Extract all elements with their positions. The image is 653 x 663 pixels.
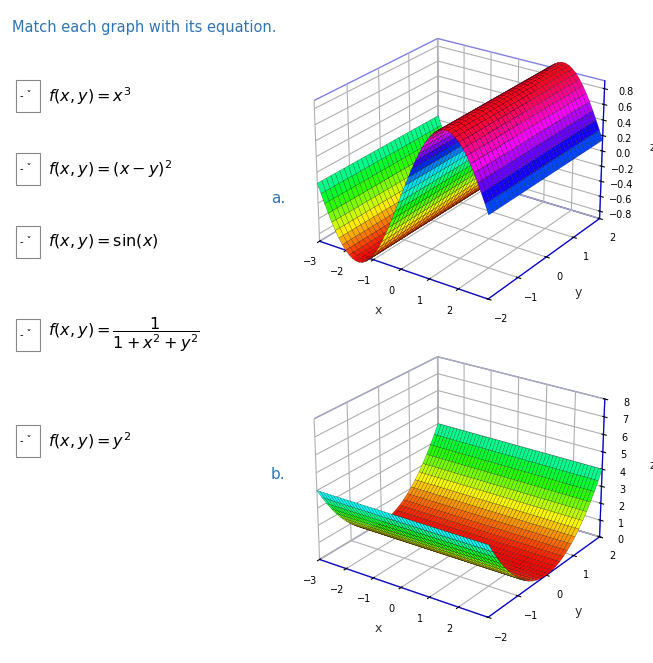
Text: Match each graph with its equation.: Match each graph with its equation. — [12, 20, 276, 35]
FancyBboxPatch shape — [16, 80, 40, 112]
Text: $f(x, y) = \sin(x)$: $f(x, y) = \sin(x)$ — [48, 233, 159, 251]
Y-axis label: y: y — [575, 286, 582, 300]
FancyBboxPatch shape — [16, 226, 40, 258]
Text: b.: b. — [271, 467, 285, 481]
FancyBboxPatch shape — [16, 153, 40, 185]
Text: $f(x, y) = (x - y)^2$: $f(x, y) = (x - y)^2$ — [48, 158, 172, 180]
Text: $f(x, y) = y^2$: $f(x, y) = y^2$ — [48, 430, 131, 452]
Text: - ˇ: - ˇ — [20, 330, 32, 340]
Text: - ˇ: - ˇ — [20, 237, 32, 247]
Text: - ˇ: - ˇ — [20, 91, 32, 101]
X-axis label: x: x — [374, 304, 382, 317]
FancyBboxPatch shape — [16, 319, 40, 351]
Text: $f(x, y) = \dfrac{1}{1 + x^2 + y^2}$: $f(x, y) = \dfrac{1}{1 + x^2 + y^2}$ — [48, 316, 200, 354]
FancyBboxPatch shape — [16, 425, 40, 457]
Text: a.: a. — [271, 192, 285, 206]
Y-axis label: y: y — [575, 605, 582, 618]
X-axis label: x: x — [374, 622, 382, 635]
Text: - ˇ: - ˇ — [20, 164, 32, 174]
Text: - ˇ: - ˇ — [20, 436, 32, 446]
Text: $f(x, y) = x^3$: $f(x, y) = x^3$ — [48, 86, 131, 107]
